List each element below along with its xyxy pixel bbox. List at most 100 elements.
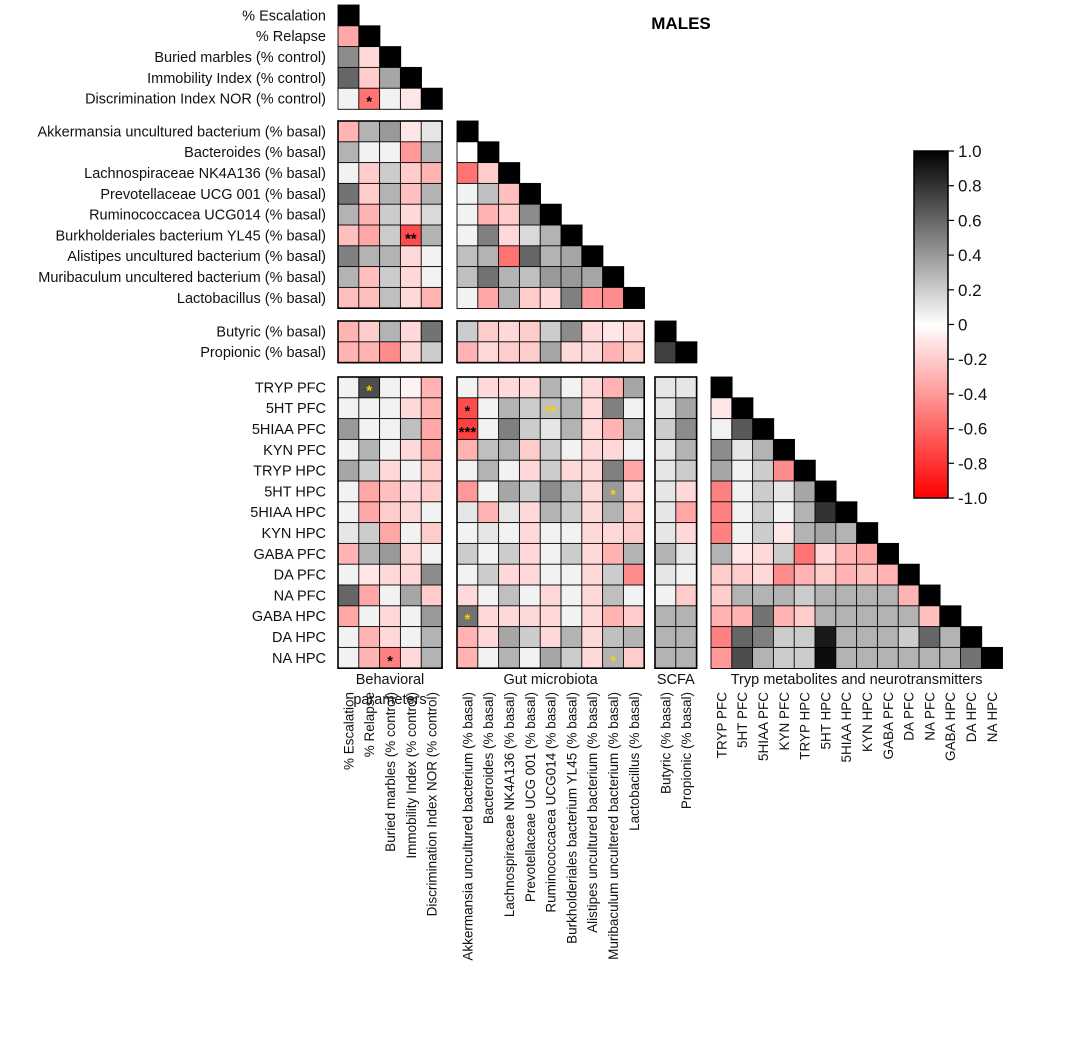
cell-26-4	[420, 584, 443, 607]
cell-26-11	[581, 584, 604, 607]
row-label: DA PFC	[274, 568, 326, 584]
row-label: 5HT PFC	[266, 401, 326, 417]
cell-28-3	[399, 626, 422, 649]
cell-20-1	[358, 459, 381, 482]
cell-23-20	[793, 522, 816, 545]
cell-12-2	[379, 266, 402, 289]
cell-20-13	[622, 459, 645, 482]
significance-star: **	[405, 230, 417, 247]
cell-24-23	[856, 542, 879, 565]
column-label: 5HIAA PFC	[756, 692, 771, 761]
cell-16-0	[337, 376, 360, 399]
cell-24-17	[731, 542, 754, 565]
row-label: NA PFC	[274, 588, 326, 604]
cell-15-13	[622, 341, 645, 364]
cell-11-10	[560, 245, 583, 268]
cell-22-22	[835, 501, 858, 524]
cell-23-14	[654, 522, 677, 545]
cell-20-14	[654, 459, 677, 482]
cell-12-10	[560, 266, 583, 289]
cell-17-0	[337, 397, 360, 420]
cell-29-5	[456, 646, 479, 669]
cell-17-11	[581, 397, 604, 420]
cell-21-15	[675, 480, 698, 503]
cell-26-16	[710, 584, 733, 607]
cell-19-11	[581, 438, 604, 461]
cell-3-1	[358, 66, 381, 89]
cell-26-26	[918, 584, 941, 607]
row-label: % Escalation	[242, 8, 326, 24]
cell-20-11	[581, 459, 604, 482]
cell-22-21	[814, 501, 837, 524]
cell-14-0	[337, 320, 360, 343]
cell-22-10	[560, 501, 583, 524]
cell-15-1	[358, 341, 381, 364]
cell-7-3	[399, 162, 422, 185]
column-label: DA PFC	[902, 692, 917, 741]
cell-23-4	[420, 522, 443, 545]
cell-24-2	[379, 542, 402, 565]
cell-20-9	[539, 459, 562, 482]
cell-24-24	[876, 542, 899, 565]
cell-19-1	[358, 438, 381, 461]
cell-29-24	[876, 646, 899, 669]
cell-17-14	[654, 397, 677, 420]
cell-18-7	[498, 418, 521, 441]
cell-12-9	[539, 266, 562, 289]
cell-7-1	[358, 162, 381, 185]
cell-25-23	[856, 563, 879, 586]
cell-6-6	[477, 141, 500, 164]
cell-26-23	[856, 584, 879, 607]
cell-25-21	[814, 563, 837, 586]
cell-12-3	[399, 266, 422, 289]
column-label: Lactobacillus (% basal)	[627, 692, 642, 831]
cell-29-25	[897, 646, 920, 669]
cell-25-15	[675, 563, 698, 586]
cell-21-14	[654, 480, 677, 503]
cell-12-4	[420, 266, 443, 289]
column-label: Discrimination Index NOR (% control)	[425, 692, 440, 916]
colorbar-tick-label: -0.4	[958, 385, 987, 404]
cell-15-8	[518, 341, 541, 364]
cell-23-13	[622, 522, 645, 545]
cell-22-17	[731, 501, 754, 524]
cell-5-5	[456, 120, 479, 143]
cell-9-5	[456, 203, 479, 226]
cell-27-15	[675, 605, 698, 628]
cell-21-5	[456, 480, 479, 503]
cell-12-8	[518, 266, 541, 289]
cell-9-6	[477, 203, 500, 226]
cell-20-10	[560, 459, 583, 482]
cell-6-5	[456, 141, 479, 164]
cell-13-10	[560, 286, 583, 309]
cell-23-18	[752, 522, 775, 545]
cell-14-9	[539, 320, 562, 343]
cell-13-12	[602, 286, 625, 309]
column-label: Bacteroides (% basal)	[481, 692, 496, 824]
cell-19-4	[420, 438, 443, 461]
colorbar-tick-label: 0.6	[958, 211, 982, 230]
cell-19-18	[752, 438, 775, 461]
cell-7-6	[477, 162, 500, 185]
group-label-line2: parameters	[353, 692, 426, 708]
cell-10-2	[379, 224, 402, 247]
column-label: NA HPC	[985, 692, 1000, 743]
cell-12-5	[456, 266, 479, 289]
heatmap-cells	[337, 4, 1003, 669]
significance-star: *	[610, 653, 616, 670]
significance-star: *	[464, 403, 470, 420]
cell-12-11	[581, 266, 604, 289]
cell-18-6	[477, 418, 500, 441]
row-label: 5HIAA HPC	[250, 505, 326, 521]
cell-16-13	[622, 376, 645, 399]
cell-6-0	[337, 141, 360, 164]
cell-7-7	[498, 162, 521, 185]
cell-5-2	[379, 120, 402, 143]
significance-markers: ***** ******** *	[366, 94, 616, 670]
cell-25-16	[710, 563, 733, 586]
cell-15-12	[602, 341, 625, 364]
cell-28-8	[518, 626, 541, 649]
cell-16-3	[399, 376, 422, 399]
cell-14-10	[560, 320, 583, 343]
significance-star: ***	[459, 424, 477, 441]
